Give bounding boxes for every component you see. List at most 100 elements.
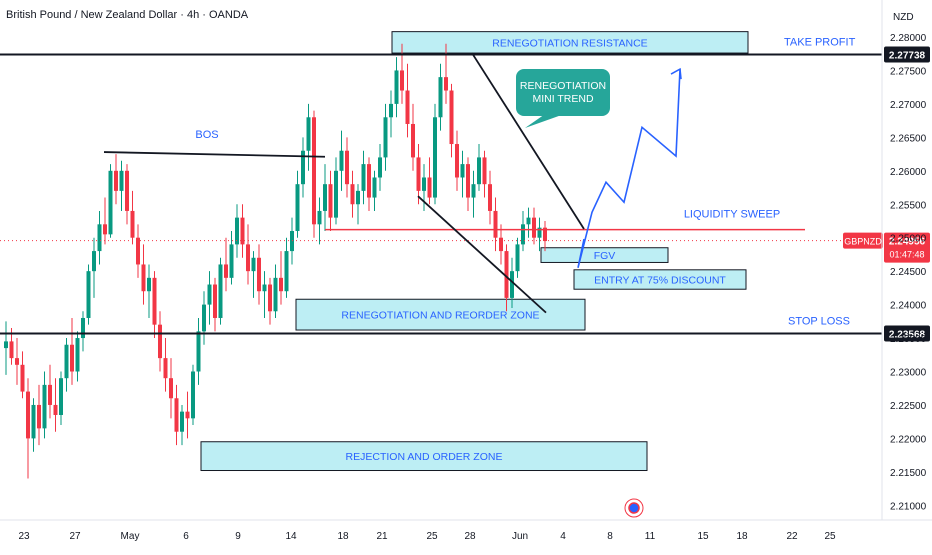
current-price-text: 2.24956: [889, 237, 926, 248]
candle-body: [499, 237, 503, 252]
time-tick-label: 15: [697, 531, 709, 542]
candle-body: [378, 157, 382, 178]
candle-body: [416, 157, 421, 191]
projection-arrowhead: [670, 67, 682, 80]
time-axis[interactable]: 23 27 May 6 9 14 18 21 25 28 Jun 4 8 11 15 18 22 25: [0, 519, 932, 542]
candle-body: [119, 170, 124, 191]
candle-body: [213, 284, 217, 318]
candle-body: [75, 338, 80, 372]
candle-body: [301, 150, 305, 185]
candle-body: [81, 317, 85, 339]
candle-body: [108, 170, 113, 235]
candle-body: [15, 358, 19, 365]
candle-body: [152, 277, 157, 325]
candle-body: [389, 103, 393, 118]
candle-body: [191, 371, 195, 419]
candle-body: [37, 404, 41, 429]
price-tick-label: 2.26000: [890, 167, 927, 178]
candle-body: [136, 237, 140, 265]
candle-body: [411, 123, 415, 158]
candle-body: [345, 150, 349, 185]
candle-body: [279, 277, 283, 292]
candle-body: [246, 244, 250, 272]
candle-body: [455, 144, 459, 178]
zone-box: [200, 441, 648, 472]
candle-body: [31, 404, 36, 439]
drawings-layer: TAKE PROFIT 2.27738 STOP LOSS 2.23568 GBPNZD…: [0, 37, 930, 518]
candle-body: [147, 277, 151, 292]
candle-body: [64, 344, 69, 379]
candle-body: [438, 77, 443, 118]
candle-body: [488, 184, 492, 211]
time-tick-label: 4: [560, 531, 566, 542]
time-tick-label: 8: [607, 531, 613, 542]
candle-body: [59, 378, 63, 415]
level-label: STOP LOSS: [788, 316, 850, 328]
candle-body: [196, 331, 201, 372]
price-tick-label: 2.21000: [890, 501, 927, 512]
candle-body: [444, 77, 448, 91]
candles-layer: [4, 43, 547, 479]
candle-body: [268, 284, 272, 312]
candle-body: [20, 364, 25, 392]
candle-body: [202, 304, 206, 332]
candle-body: [526, 217, 531, 225]
candle-body: [405, 90, 410, 124]
candle-body: [4, 341, 8, 349]
time-tick-label: 11: [645, 531, 656, 542]
candle-body: [130, 210, 135, 238]
candle-body: [312, 117, 316, 225]
zone-label: REJECTION AND ORDER ZONE: [346, 451, 503, 463]
candle-body: [284, 251, 289, 292]
candle-body: [207, 284, 212, 305]
candle-body: [251, 257, 256, 272]
resistance-trendline: [471, 52, 585, 230]
candle-body: [70, 344, 74, 372]
countdown-text: 01:47:48: [889, 250, 924, 260]
price-tick-label: 2.24000: [890, 301, 927, 312]
price-tick-label: 2.25000: [890, 234, 927, 245]
candle-body: [367, 164, 371, 198]
candle-body: [158, 324, 162, 359]
price-tick-label: 2.25500: [890, 200, 927, 211]
candle-body: [169, 378, 173, 399]
candle-body: [306, 117, 311, 151]
time-tick-label: 9: [235, 531, 241, 542]
candle-body: [174, 398, 179, 432]
candle-body: [493, 210, 498, 238]
candle-body: [114, 170, 118, 191]
candle-body: [504, 251, 509, 298]
candle-body: [262, 284, 267, 292]
candle-body: [350, 184, 355, 205]
price-axis[interactable]: 2.28000 2.27500 2.27000 2.26500 2.26000 2.255…: [881, 0, 927, 520]
candle-body: [218, 264, 223, 318]
candle-body: [427, 177, 432, 198]
zone-label: FGV: [594, 250, 616, 262]
candle-body: [26, 391, 30, 439]
callout-text-line: RENEGOTIATION: [520, 80, 606, 92]
candle-body: [125, 170, 129, 211]
candle-body: [543, 227, 547, 242]
zone-box: [540, 247, 669, 263]
time-tick-label: 27: [69, 531, 81, 542]
bos-line: [103, 151, 326, 158]
candle-body: [235, 217, 239, 245]
candle-body: [42, 384, 47, 429]
candle-body: [92, 251, 96, 272]
candle-body: [257, 257, 261, 292]
candle-body: [334, 170, 338, 218]
currency-label[interactable]: NZD: [893, 12, 914, 23]
price-tick-label: 2.22500: [890, 401, 927, 412]
chart-title: British Pound / New Zealand Dollar · 4h …: [6, 9, 249, 21]
candle-body: [103, 224, 107, 235]
candle-body: [163, 358, 168, 379]
candle-body: [53, 404, 58, 415]
candle-body: [339, 150, 344, 171]
price-tick-label: 2.28000: [890, 33, 927, 44]
candle-body: [295, 184, 300, 232]
support-trendline: [417, 195, 547, 314]
candle-body: [510, 271, 514, 298]
time-tick-label: 14: [285, 531, 297, 542]
